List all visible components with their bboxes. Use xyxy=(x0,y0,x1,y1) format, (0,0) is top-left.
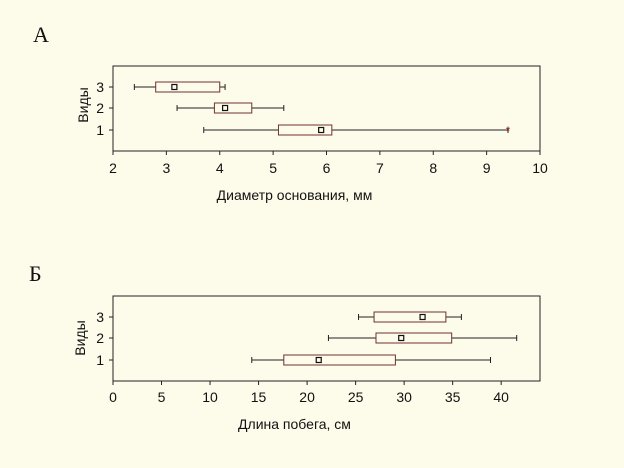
panel-2-y-axis-title: Виды xyxy=(72,320,88,355)
panel-2-y-tick-label: 1 xyxy=(96,352,104,368)
panel-1-y-tick-label: 2 xyxy=(96,100,104,116)
panel-2-x-tick-label: 30 xyxy=(396,389,412,405)
panel-1-x-tick-label: 7 xyxy=(376,160,384,176)
panel-2-median-marker xyxy=(315,356,322,364)
panel-2-x-tick-label: 20 xyxy=(299,389,315,405)
panel-2-box xyxy=(283,354,396,366)
panel-1-box xyxy=(277,124,333,136)
panel-1-box xyxy=(213,102,253,114)
panel-1-x-tick-label: 10 xyxy=(532,160,548,176)
panel-1-x-tick-label: 2 xyxy=(109,160,117,176)
panel-1-y-tick-label: 3 xyxy=(96,79,104,95)
panel-1-letter: А xyxy=(33,22,49,47)
panel-2-x-tick-label: 35 xyxy=(445,389,461,405)
panel-1-x-tick-label: 3 xyxy=(162,160,170,176)
panel-2-y-tick-label: 2 xyxy=(96,330,104,346)
panel-2-box xyxy=(375,332,453,344)
panel-2-y-tick-label: 3 xyxy=(96,309,104,325)
panel-1-y-tick-label: 1 xyxy=(96,122,104,138)
panel-1-x-tick-label: 6 xyxy=(323,160,331,176)
panel-1-y-axis-title: Виды xyxy=(75,87,91,122)
panel-2-median-marker xyxy=(398,334,405,342)
panel-2-x-tick-label: 5 xyxy=(158,389,166,405)
panel-1-outlier: * xyxy=(506,124,511,138)
panel-2-x-tick-label: 0 xyxy=(109,389,117,405)
panel-2-x-axis-title: Длина побега, см xyxy=(238,416,351,432)
panel-1-x-axis-title: Диаметр основания, мм xyxy=(217,187,373,203)
panel-1-x-tick-label: 5 xyxy=(269,160,277,176)
panel-2-x-tick-label: 40 xyxy=(493,389,509,405)
panel-1-x-tick-label: 4 xyxy=(216,160,224,176)
panel-2-x-tick-label: 15 xyxy=(251,389,267,405)
panel-2-x-tick-label: 25 xyxy=(348,389,364,405)
panel-2-median-marker xyxy=(419,313,426,321)
panel-1-median-marker xyxy=(318,126,325,134)
panel-2-x-tick-label: 10 xyxy=(202,389,218,405)
panel-1-median-marker xyxy=(171,83,178,91)
panel-1-box xyxy=(155,81,221,93)
panel-2-box xyxy=(373,311,447,323)
panel-1-x-tick-label: 9 xyxy=(483,160,491,176)
panel-2-letter: Б xyxy=(29,261,42,286)
panel-1-x-tick-label: 8 xyxy=(429,160,437,176)
panel-1-median-marker xyxy=(221,104,229,112)
